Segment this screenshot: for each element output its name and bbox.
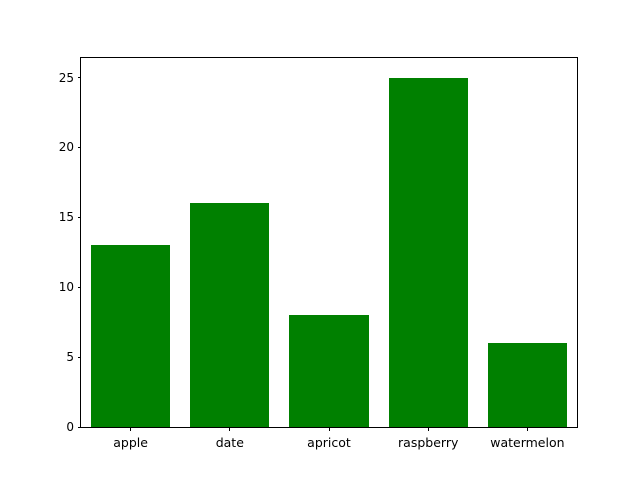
y-tick-label: 0 [66,420,74,434]
x-tick-label-apricot: apricot [307,435,351,450]
y-tick-label: 10 [58,280,74,295]
x-tick-label-date: date [215,435,244,450]
x-tick-mark [427,427,429,431]
y-tick-mark [77,216,81,218]
x-tick-label-apple: apple [113,435,148,450]
x-tick-mark [229,427,231,431]
x-tick-label-raspberry: raspberry [398,435,459,450]
x-tick-mark [328,427,330,431]
x-tick-mark [526,427,528,431]
bar-date[interactable] [190,203,270,427]
y-tick-mark [77,356,81,358]
bar-raspberry[interactable] [388,77,468,427]
y-tick-label: 15 [58,210,74,225]
bar-apricot[interactable] [289,315,369,427]
y-tick-mark [77,286,81,288]
bar-watermelon[interactable] [487,343,568,427]
chart-axes: 0 5 10 15 20 25 [59,57,578,450]
y-tick-label: 25 [58,70,74,85]
x-tick-label-watermelon: watermelon [490,435,565,450]
x-tick-mark [130,427,132,431]
y-tick-label: 5 [66,350,74,365]
y-tick-mark [77,77,81,79]
y-tick-label: 20 [58,140,74,155]
plot-area: 0 5 10 15 20 25 [59,58,577,450]
bar-apple[interactable] [90,245,171,427]
y-tick-mark [77,426,81,428]
y-tick-mark [77,146,81,148]
